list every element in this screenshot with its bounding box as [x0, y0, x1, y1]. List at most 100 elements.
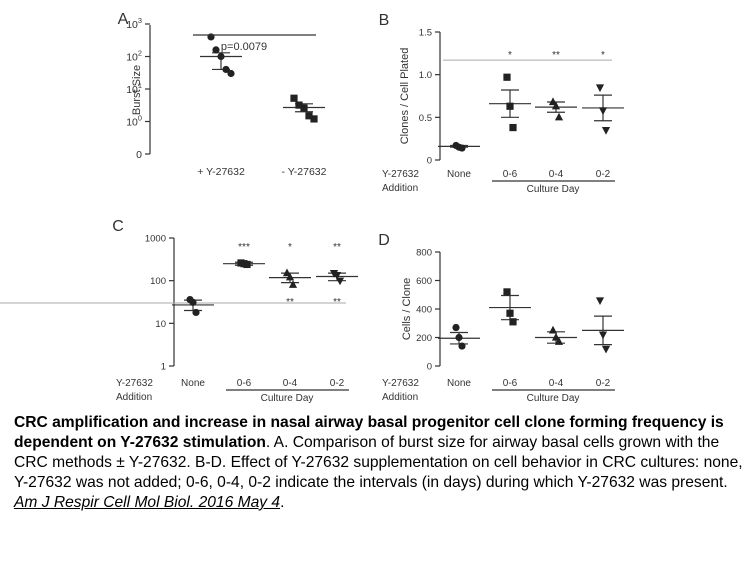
data-point-a — [227, 69, 235, 78]
significance-marker: *** — [238, 242, 250, 253]
data-point — [335, 277, 345, 286]
data-point-a — [222, 65, 230, 74]
caption-body: . A. Comparison of burst size for airway… — [14, 434, 743, 491]
x-axis-label: Culture Day — [527, 184, 580, 195]
data-point — [282, 268, 292, 277]
data-point — [598, 331, 608, 340]
data-point — [455, 333, 463, 342]
y-tick-label: 0.5 — [419, 113, 432, 124]
x-category-label-a: - Y-27632 — [282, 166, 327, 178]
figure-caption: CRC amplification and increase in nasal … — [14, 413, 744, 513]
panel-d: D 800 600 400 200 0 Cells / Clone Y-27632 Additi… — [378, 232, 624, 404]
x-category-label: 0-4 — [549, 169, 564, 180]
caption-end: . — [280, 494, 285, 511]
y-tick-label: 1000 — [145, 234, 166, 245]
significance-marker: * — [508, 50, 512, 61]
data-point-a — [310, 115, 318, 123]
y-tick-label-a: 103 — [126, 16, 142, 31]
data-point — [503, 288, 511, 296]
y-axis-label: Clones / Cell Plated — [399, 48, 411, 145]
data-point — [288, 280, 298, 288]
data-point — [458, 144, 466, 152]
significance-marker-bottom: ** — [333, 297, 341, 308]
data-point — [192, 308, 200, 317]
data-point — [452, 323, 460, 332]
significance-marker: ** — [552, 50, 560, 61]
y-tick-label: 10 — [155, 319, 166, 330]
y-axis-label-a: Burst Size — [131, 65, 143, 115]
data-point — [332, 272, 342, 280]
significance-marker: * — [288, 242, 292, 253]
x-category-label: 0-6 — [503, 378, 518, 389]
y-tick-label: 0 — [427, 156, 432, 167]
data-point — [548, 97, 558, 106]
x-category-label: 0-2 — [596, 378, 611, 389]
x-category-label: 0-4 — [283, 378, 298, 389]
row-label: Y-27632 — [116, 378, 153, 389]
y-tick-label: 1 — [161, 362, 166, 373]
data-point — [458, 342, 466, 350]
row-label: Y-27632 — [382, 378, 419, 389]
data-point — [506, 102, 514, 110]
x-category-label-a: + Y-27632 — [197, 166, 245, 178]
data-point-a — [295, 101, 303, 109]
data-point-a — [305, 112, 313, 120]
x-category-label: 0-6 — [503, 169, 518, 180]
significance-marker-bottom: ** — [286, 297, 294, 308]
y-tick-label: 1.0 — [419, 70, 432, 81]
x-category-label: None — [181, 378, 205, 389]
x-category-label: 0-6 — [237, 378, 252, 389]
y-tick-label: 1.5 — [419, 28, 432, 39]
x-category-label: 0-4 — [549, 378, 564, 389]
y-tick-label: 100 — [150, 276, 166, 287]
p-value-label-a: p=0.0079 — [221, 41, 267, 53]
y-tick-label-a: 100 — [126, 114, 142, 129]
caption-title: CRC amplification and increase in nasal … — [14, 414, 724, 451]
data-point-a — [217, 52, 225, 61]
data-point — [601, 345, 611, 354]
data-point — [548, 325, 558, 334]
x-axis-label: Culture Day — [261, 393, 314, 404]
data-point — [598, 107, 608, 116]
panel-letter-a: A — [118, 11, 129, 28]
y-tick-label: 400 — [416, 305, 432, 316]
y-axis-label: Cells / Clone — [401, 278, 413, 340]
data-point-a — [300, 104, 308, 112]
data-point-a — [212, 46, 220, 54]
y-tick-label: 200 — [416, 333, 432, 344]
x-category-label: None — [447, 378, 471, 389]
data-point — [551, 332, 561, 341]
y-tick-label-a: 0 — [136, 149, 142, 161]
data-point — [554, 112, 564, 121]
row-label-2: Addition — [116, 392, 152, 403]
data-point — [509, 318, 517, 326]
y-tick-label: 0 — [427, 362, 432, 373]
panel-letter-d: D — [378, 232, 390, 249]
citation-link[interactable]: Am J Respir Cell Mol Biol. 2016 May 4 — [14, 494, 281, 511]
y-tick-label-a: 102 — [126, 49, 142, 64]
data-point — [551, 101, 561, 110]
significance-marker: ** — [333, 242, 341, 253]
y-tick-label: 600 — [416, 276, 432, 287]
row-label: Y-27632 — [382, 169, 419, 180]
data-point — [285, 272, 295, 281]
data-point — [189, 298, 197, 306]
data-point — [503, 73, 511, 81]
row-label-2: Addition — [382, 183, 418, 194]
row-label-2: Addition — [382, 392, 418, 403]
y-tick-label-a: 101 — [126, 81, 142, 96]
data-point — [601, 127, 611, 135]
significance-marker: * — [601, 50, 605, 61]
x-category-label: 0-2 — [330, 378, 345, 389]
panel-letter-b: B — [379, 12, 390, 29]
panel-c: C1000100101Clone FormingCell Frequency**… — [0, 218, 358, 404]
data-point — [554, 337, 564, 345]
data-point — [595, 297, 605, 306]
data-point — [506, 309, 514, 317]
data-point — [509, 123, 517, 132]
x-category-label: 0-2 — [596, 169, 611, 180]
data-point — [595, 84, 605, 93]
